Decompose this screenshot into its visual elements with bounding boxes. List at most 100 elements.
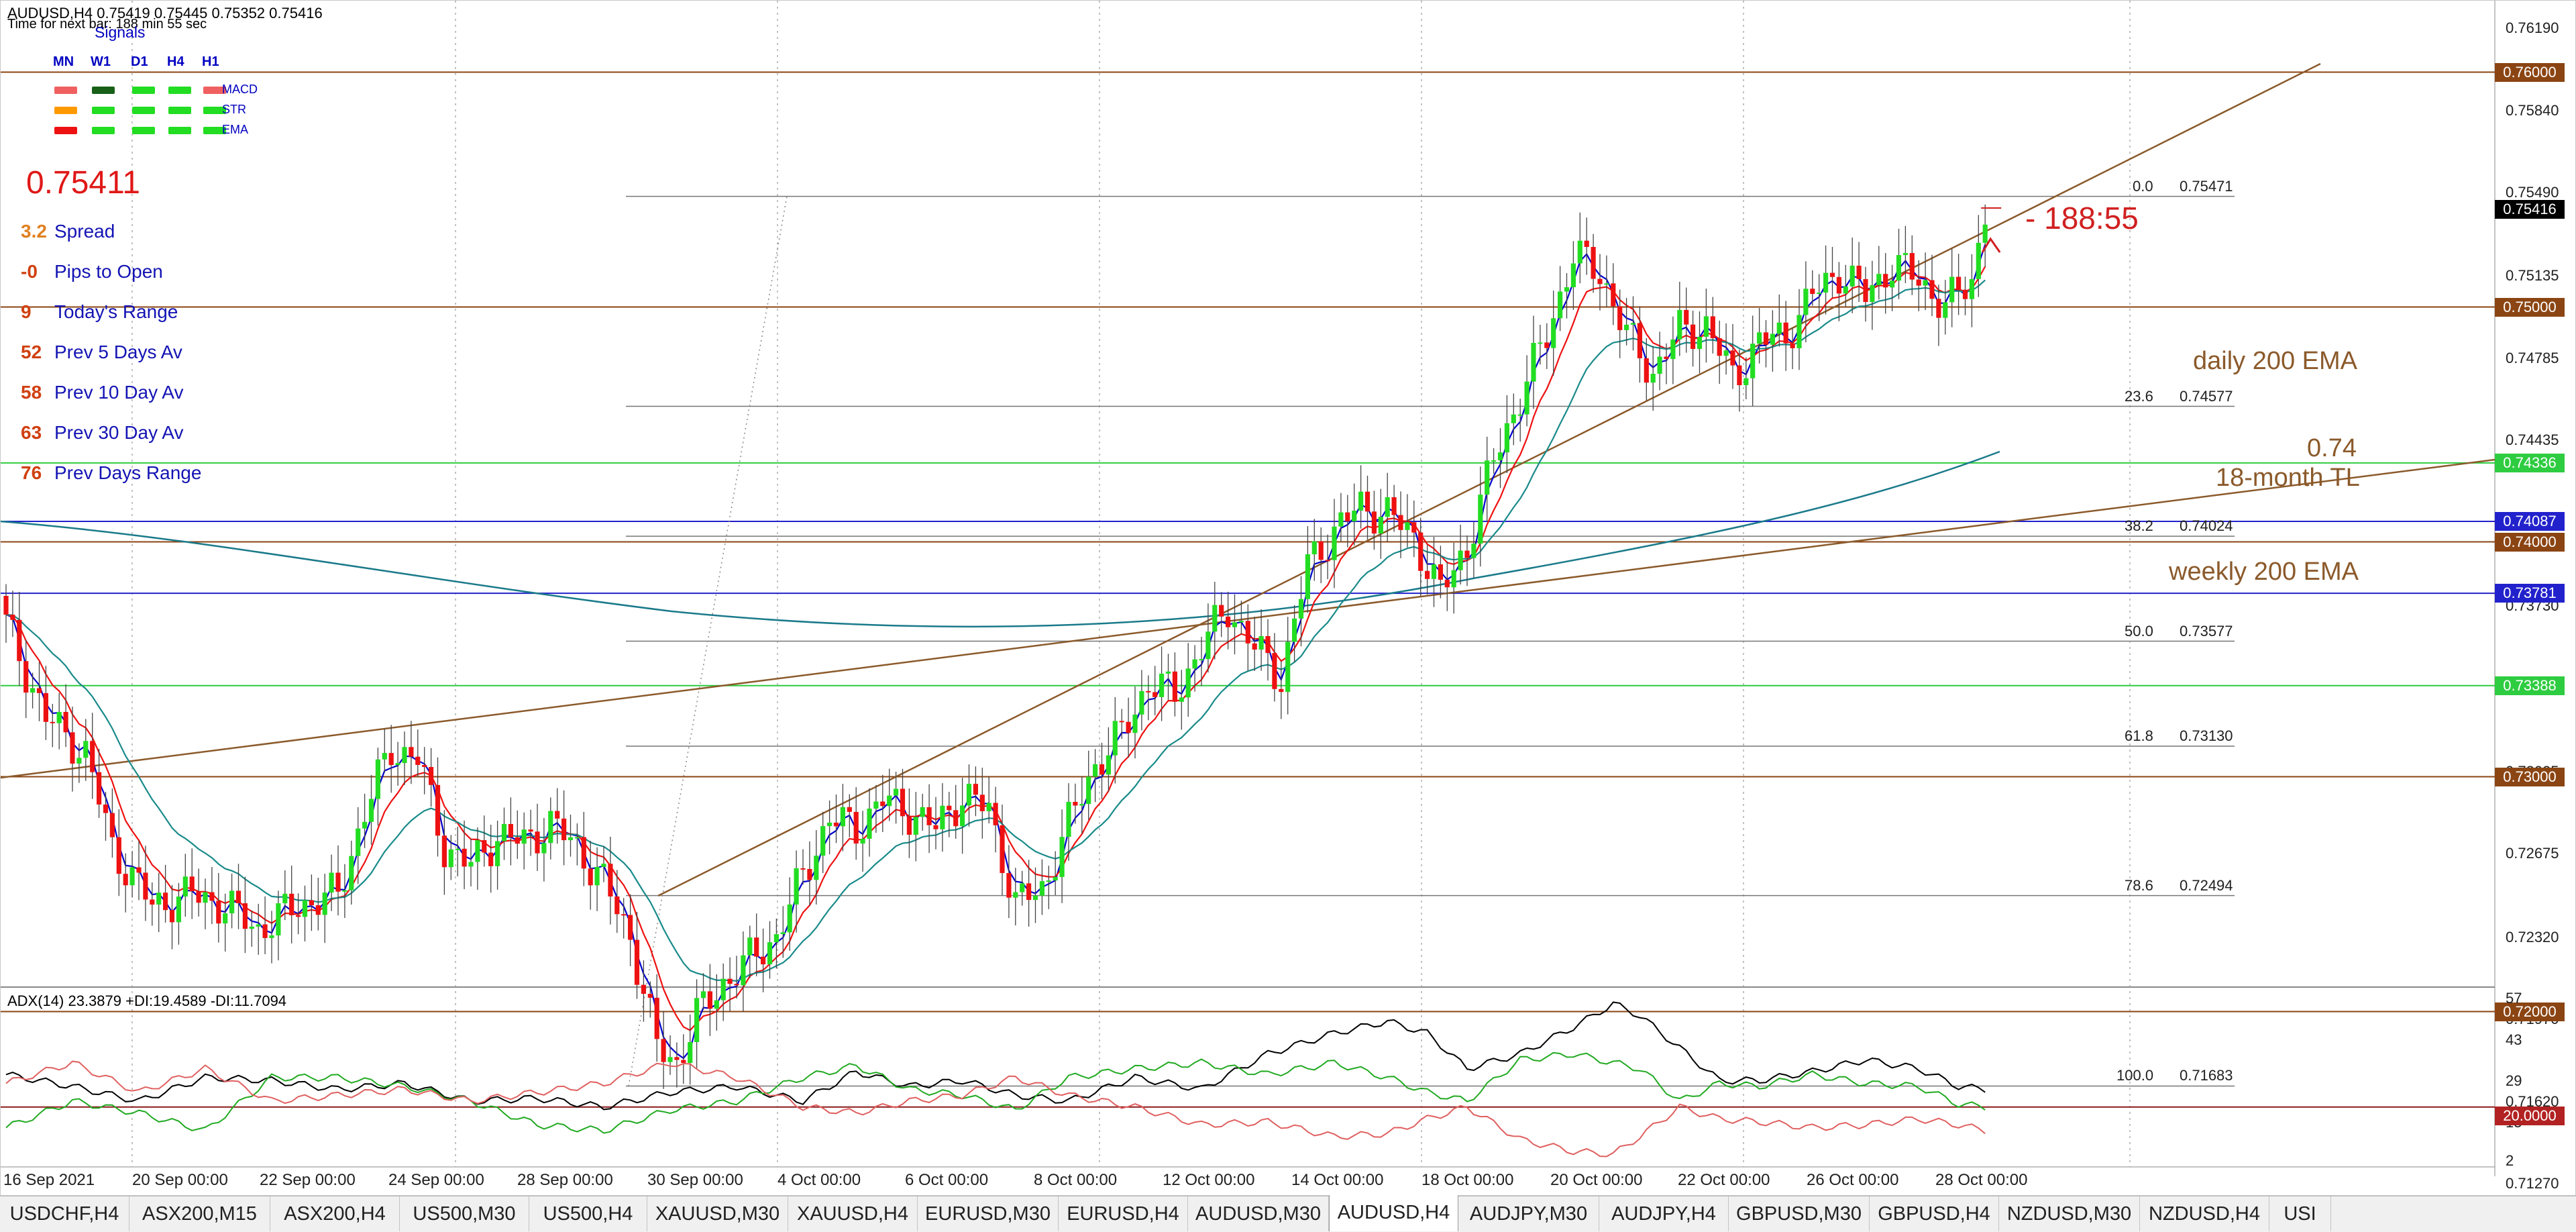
tab-asx200-h4[interactable]: ASX200,H4: [270, 1196, 400, 1231]
time-tick[interactable]: 24 Sep 00:00: [388, 1171, 484, 1189]
candle-body: [1478, 495, 1483, 544]
candle-body: [535, 831, 540, 854]
tab-us500-m30[interactable]: US500,M30: [400, 1196, 529, 1231]
candle-body: [1418, 532, 1424, 571]
candle-body: [1292, 618, 1297, 642]
tab-audjpy-m30[interactable]: AUDJPY,M30: [1458, 1196, 1599, 1231]
candle-body: [521, 829, 527, 844]
candle-body: [794, 868, 799, 905]
current-price-display: 0.75411: [26, 165, 140, 201]
candle-body: [1013, 892, 1018, 898]
candle-body: [335, 872, 341, 892]
candle-body: [36, 688, 42, 693]
candle-body: [1817, 293, 1822, 295]
fib-level-label: 61.8: [2125, 727, 2153, 744]
ema-200-curve: [1, 450, 2000, 628]
daily-200-ema-label: daily 200 EMA: [2193, 347, 2358, 375]
candle-body: [329, 872, 334, 893]
time-tick[interactable]: 12 Oct 00:00: [1163, 1171, 1255, 1189]
candle-body: [1538, 342, 1543, 344]
signal-name-ema: EMA: [222, 123, 249, 136]
candle-body: [1305, 554, 1310, 599]
candle-body: [482, 840, 487, 853]
candle-body: [1876, 274, 1882, 285]
time-tick[interactable]: 18 Oct 00:00: [1421, 1171, 1514, 1189]
candle-body: [1650, 374, 1656, 383]
candle-body: [1132, 714, 1138, 733]
candle-body: [880, 801, 885, 807]
candle-body: [189, 876, 195, 892]
time-tick[interactable]: 20 Oct 00:00: [1550, 1171, 1643, 1189]
time-tick[interactable]: 22 Oct 00:00: [1678, 1171, 1770, 1189]
time-tick[interactable]: 6 Oct 00:00: [905, 1171, 989, 1189]
tab-nzdusd-h4[interactable]: NZDUSD,H4: [2140, 1196, 2269, 1231]
candle-body: [966, 784, 972, 806]
tab-audusd-h4[interactable]: AUDUSD,H4: [1329, 1195, 1458, 1231]
signal-indicator: [132, 87, 155, 94]
candle-body: [555, 811, 560, 819]
time-tick[interactable]: 20 Sep 00:00: [132, 1171, 228, 1189]
candle-body: [1358, 491, 1364, 511]
signal-indicator: [168, 87, 191, 94]
tab-usdchf-h4[interactable]: USDCHF,H4: [0, 1196, 129, 1231]
price-chart[interactable]: [1, 1, 2576, 1196]
tab-asx200-m15[interactable]: ASX200,M15: [129, 1196, 270, 1231]
candle-body: [1126, 721, 1131, 733]
candle-body: [1697, 336, 1703, 350]
time-tick[interactable]: 8 Oct 00:00: [1034, 1171, 1118, 1189]
timeframe-h4: H4: [167, 54, 184, 69]
candle-body: [1690, 324, 1696, 350]
candle-body: [229, 890, 235, 914]
candle-body: [368, 799, 374, 822]
chart-window[interactable]: AUDUSD,H4 0.75419 0.75445 0.75352 0.7541…: [0, 0, 2576, 1196]
candle-body: [109, 813, 115, 837]
candle-body: [501, 823, 507, 841]
tab-gbpusd-m30[interactable]: GBPUSD,M30: [1729, 1196, 1870, 1231]
tab-gbpusd-h4[interactable]: GBPUSD,H4: [1870, 1196, 1999, 1231]
candle-body: [1617, 306, 1623, 330]
candle-body: [1411, 522, 1417, 533]
time-tick[interactable]: 26 Oct 00:00: [1807, 1171, 1899, 1189]
price-tick: 0.71270: [2506, 1175, 2559, 1192]
trendline-label: 18-month TL: [2216, 464, 2360, 492]
candle-body: [1325, 560, 1330, 562]
tab-xauusd-h4[interactable]: XAUUSD,H4: [788, 1196, 918, 1231]
time-tick[interactable]: 22 Sep 00:00: [260, 1171, 356, 1189]
candle-body: [1637, 323, 1642, 358]
tab-eurusd-h4[interactable]: EURUSD,H4: [1059, 1196, 1188, 1231]
tab-nzdusd-m30[interactable]: NZDUSD,M30: [1999, 1196, 2140, 1231]
tab-usi[interactable]: USI: [2269, 1196, 2331, 1231]
candle-body: [1544, 342, 1550, 348]
candle-body: [820, 826, 826, 856]
candle-body: [448, 849, 453, 868]
candle-body: [43, 692, 48, 722]
time-tick[interactable]: 28 Oct 00:00: [1935, 1171, 2028, 1189]
candle-body: [1066, 801, 1071, 837]
tab-xauusd-m30[interactable]: XAUUSD,M30: [647, 1196, 788, 1231]
candle-body: [422, 764, 427, 767]
candle-body: [1604, 283, 1609, 285]
tab-eurusd-m30[interactable]: EURUSD,M30: [918, 1196, 1059, 1231]
candle-body: [223, 913, 228, 924]
tab-audusd-m30[interactable]: AUDUSD,M30: [1188, 1196, 1329, 1231]
tab-us500-h4[interactable]: US500,H4: [529, 1196, 647, 1231]
time-tick[interactable]: 28 Sep 00:00: [517, 1171, 613, 1189]
candle-body: [993, 803, 998, 825]
time-tick[interactable]: 30 Sep 00:00: [647, 1171, 743, 1189]
countdown-arrow: -: [2025, 201, 2045, 236]
candle-body: [1311, 541, 1317, 555]
tab-audjpy-h4[interactable]: AUDJPY,H4: [1599, 1196, 1729, 1231]
candle-body: [1139, 690, 1144, 715]
candle-body: [375, 759, 380, 799]
adx-tick: 57: [2506, 990, 2522, 1007]
candle-body: [1371, 511, 1377, 534]
candle-body: [1630, 323, 1636, 325]
candle-body: [1956, 276, 1962, 290]
candle-body: [242, 903, 248, 929]
candle-body: [129, 867, 135, 886]
signal-name-str: STR: [222, 103, 246, 116]
time-tick[interactable]: 16 Sep 2021: [3, 1171, 95, 1189]
time-tick[interactable]: 14 Oct 00:00: [1291, 1171, 1384, 1189]
candle-body: [136, 867, 142, 873]
time-tick[interactable]: 4 Oct 00:00: [777, 1171, 861, 1189]
